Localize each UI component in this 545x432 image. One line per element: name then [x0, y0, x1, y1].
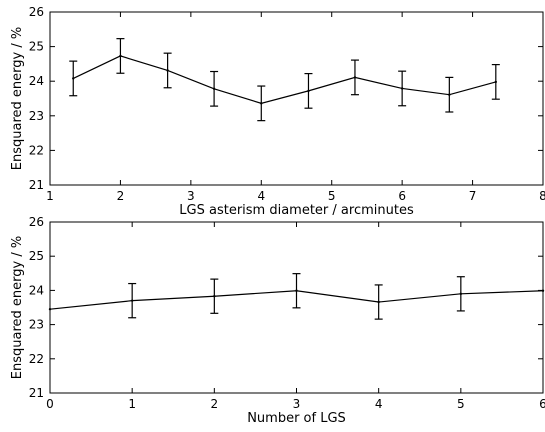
plot-frame: [49, 11, 544, 186]
x-tick-label: 0: [46, 397, 54, 411]
data-point: [260, 102, 263, 105]
data-point: [166, 69, 169, 72]
y-tick-label: 22: [29, 352, 44, 366]
y-tick-label: 21: [29, 386, 44, 400]
y-tick-label: 22: [29, 143, 44, 157]
data-point: [400, 87, 404, 90]
y-tick-label: 21: [29, 178, 44, 192]
y-tick-label: 23: [29, 318, 44, 332]
data-point: [541, 289, 545, 292]
x-tick-label: 1: [46, 189, 54, 203]
y-tick-label: 26: [29, 215, 44, 229]
x-tick-label: 3: [187, 189, 195, 203]
x-tick-label: 4: [375, 397, 383, 411]
y-tick-label: 25: [29, 249, 44, 263]
data-point: [353, 76, 357, 79]
x-tick-label: 6: [539, 397, 545, 411]
y-tick-label: 24: [29, 283, 44, 297]
x-tick-label: 1: [128, 397, 136, 411]
x-tick-label: 3: [293, 397, 301, 411]
y-axis-label: Ensquared energy / %: [10, 27, 25, 170]
data-point: [48, 308, 52, 311]
data-point: [130, 299, 134, 302]
x-tick-label: 2: [117, 189, 125, 203]
x-axis-label: Number of LGS: [247, 411, 346, 426]
x-tick-label: 6: [398, 189, 406, 203]
x-tick-label: 2: [211, 397, 219, 411]
data-point: [459, 292, 463, 296]
y-tick-label: 26: [29, 5, 44, 19]
data-point: [212, 87, 216, 91]
series-line: [72, 55, 496, 104]
data-point: [295, 289, 298, 292]
data-point: [307, 89, 310, 93]
x-tick-label: 7: [469, 189, 477, 203]
data-point: [377, 300, 380, 304]
x-tick-label: 4: [257, 189, 265, 203]
x-axis-label: LGS asterism diameter / arcminutes: [179, 203, 414, 218]
y-tick-label: 23: [29, 109, 44, 123]
data-point: [494, 80, 498, 84]
data-point: [119, 54, 122, 58]
x-tick-label: 8: [539, 189, 545, 203]
y-axis-label: Ensquared energy / %: [10, 236, 25, 379]
data-point: [72, 77, 75, 80]
y-tick-label: 24: [29, 74, 44, 88]
data-point: [213, 295, 216, 298]
data-point: [448, 93, 451, 96]
y-tick-label: 25: [29, 40, 44, 54]
x-tick-label: 5: [457, 397, 465, 411]
x-tick-label: 5: [328, 189, 336, 203]
